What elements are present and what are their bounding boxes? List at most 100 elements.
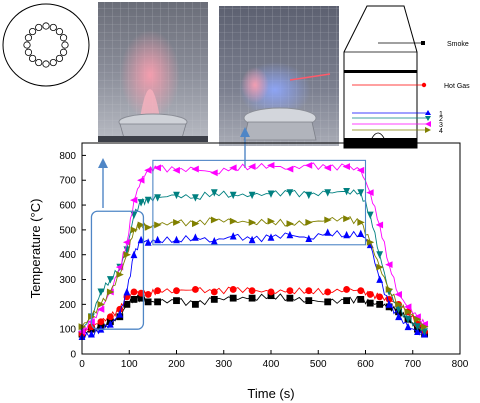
data-point [366, 299, 374, 307]
data-point [248, 163, 256, 170]
data-point [248, 235, 256, 244]
burner-hole [24, 48, 33, 56]
burner-hole [24, 34, 33, 42]
data-point [414, 323, 421, 331]
data-point [343, 215, 351, 223]
y-tick-label: 400 [59, 250, 76, 261]
burner-hole [28, 27, 37, 36]
data-point [137, 176, 145, 184]
data-point [97, 318, 105, 326]
data-point [116, 310, 124, 318]
data-point [343, 188, 350, 196]
series-line [81, 189, 425, 332]
flame-photo-right [219, 6, 339, 146]
data-point [324, 189, 332, 197]
data-point [116, 271, 124, 278]
data-point [357, 219, 365, 226]
data-point [229, 164, 237, 172]
data-point [137, 199, 145, 207]
data-point [376, 251, 384, 259]
burner-hole [59, 48, 68, 56]
burner-hole [35, 58, 43, 67]
data-point [97, 300, 105, 308]
x-tick-label: 500 [310, 359, 327, 370]
series-4 [78, 215, 429, 331]
data-point [144, 298, 152, 306]
data-point [229, 217, 238, 225]
data-point [414, 327, 421, 336]
schematic-label-1: 1 [439, 111, 443, 118]
data-point [192, 194, 199, 202]
data-point [267, 292, 275, 300]
data-point [173, 297, 180, 305]
data-point [324, 228, 332, 236]
data-point [421, 323, 429, 331]
data-point [88, 330, 95, 338]
data-point [144, 166, 152, 174]
data-point [267, 190, 275, 198]
data-point [130, 288, 138, 296]
series-smoke [78, 292, 428, 338]
data-point [173, 287, 180, 295]
x-tick-label: 400 [263, 359, 280, 370]
series-line [81, 162, 426, 332]
data-point [286, 287, 294, 295]
data-point [385, 261, 393, 269]
data-point [286, 220, 294, 228]
data-point [404, 315, 412, 324]
data-point [304, 161, 313, 169]
data-point [267, 288, 275, 296]
series-2 [78, 188, 428, 336]
data-point [173, 235, 180, 244]
data-point [229, 191, 237, 200]
y-tick-label: 500 [59, 225, 76, 236]
burner-hole [23, 41, 31, 49]
x-tick-label: 200 [168, 359, 185, 370]
data-point [106, 276, 114, 284]
data-point [394, 291, 402, 298]
data-point [210, 295, 218, 303]
data-point [192, 233, 199, 241]
data-point [229, 294, 237, 302]
data-point [154, 194, 161, 202]
y-axis-label: Temperature (°C) [28, 199, 43, 299]
data-point [154, 221, 162, 229]
data-point [129, 196, 138, 204]
data-point [144, 196, 152, 205]
data-point [115, 263, 124, 271]
data-point [137, 294, 145, 302]
data-point [130, 295, 138, 303]
data-point [96, 305, 105, 313]
data-point [305, 234, 313, 242]
data-point [130, 250, 138, 259]
data-point [154, 235, 161, 244]
data-point [137, 235, 145, 244]
data-point [285, 165, 294, 173]
data-point [97, 288, 105, 296]
burner-hole [42, 22, 50, 30]
data-point [404, 322, 412, 331]
flame-photo-left [98, 2, 208, 142]
data-point [248, 191, 256, 200]
series-line [81, 216, 425, 328]
data-point [357, 287, 365, 295]
schematic-label-hot-gas: Hot Gas [444, 83, 470, 90]
data-point [375, 221, 384, 229]
burner-hole [59, 34, 68, 42]
schematic-label-2: 2 [439, 116, 443, 123]
series-line [81, 286, 425, 335]
y-tick-label: 800 [59, 151, 76, 162]
data-point [248, 294, 256, 302]
plot-frame [81, 142, 461, 355]
burner-hole [35, 23, 43, 32]
x-axis-label: Time (s) [247, 386, 294, 401]
y-tick-label: 200 [59, 300, 76, 311]
data-point [122, 238, 131, 246]
data-point [192, 300, 199, 308]
data-point [395, 300, 403, 308]
burner-hole [42, 60, 50, 68]
data-point [210, 288, 218, 296]
data-point [248, 287, 256, 295]
data-point [286, 230, 294, 239]
data-point [192, 220, 200, 228]
